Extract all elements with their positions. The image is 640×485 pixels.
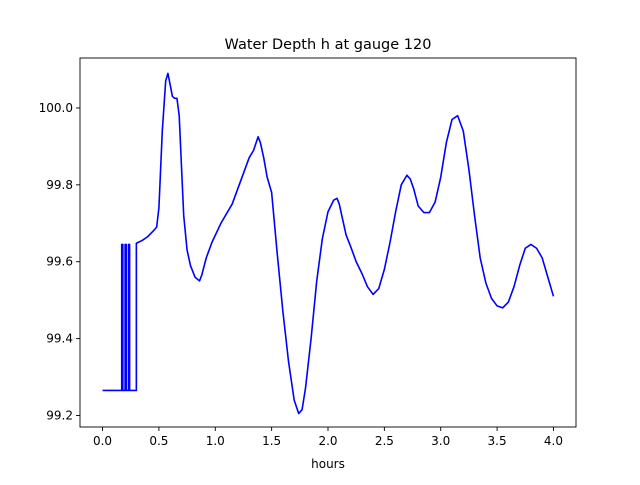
x-tick-label: 1.0 <box>206 434 225 448</box>
y-tick-label: 100.0 <box>39 101 73 115</box>
x-tick-label: 0.0 <box>93 434 112 448</box>
y-tick-label: 99.8 <box>46 178 73 192</box>
x-tick-label: 3.5 <box>488 434 507 448</box>
x-tick-label: 2.0 <box>318 434 337 448</box>
y-tick-label: 99.4 <box>46 332 73 346</box>
plot-layer <box>102 72 555 415</box>
axes-layer: 0.0 0.5 1.0 1.5 2.0 2.5 3.0 3.5 4.0 99.2 99.4 99.6 9… <box>39 57 577 448</box>
x-axis-label: hours <box>311 457 345 471</box>
x-tick-label: 0.5 <box>149 434 168 448</box>
x-tick-label: 1.5 <box>262 434 281 448</box>
chart-title: Water Depth h at gauge 120 <box>225 37 432 53</box>
plot-area <box>80 58 576 427</box>
x-tick-label: 4.0 <box>544 434 563 448</box>
x-tick-label: 3.0 <box>431 434 450 448</box>
y-tick-label: 99.2 <box>46 408 73 422</box>
series-line-0 <box>102 72 555 415</box>
x-tick-label: 2.5 <box>375 434 394 448</box>
y-tick-label: 99.6 <box>46 255 73 269</box>
